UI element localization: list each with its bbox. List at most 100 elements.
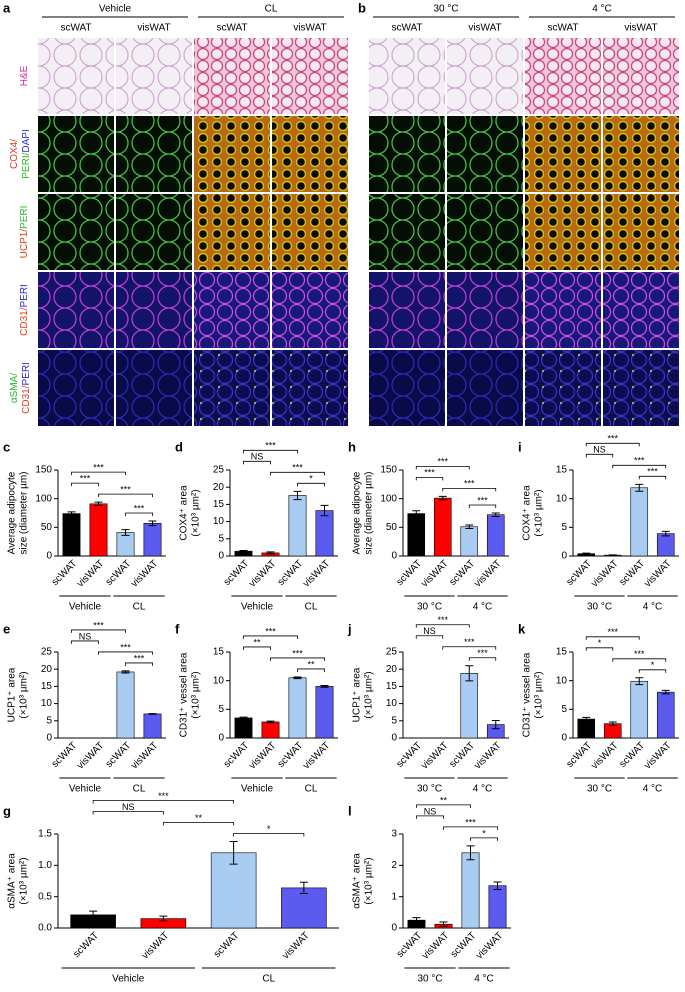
y-tick-label: 0 (391, 551, 397, 562)
y-tick-label: 0 (561, 551, 567, 562)
significance-bracket (468, 504, 497, 508)
micrograph (116, 38, 192, 114)
x-tick-label: scWAT (449, 930, 479, 960)
micrograph (447, 272, 523, 348)
significance-bracket (585, 647, 614, 651)
micrograph (116, 116, 192, 192)
y-axis-label: (×10³ µm²) (19, 857, 30, 904)
significance-label: *** (437, 457, 448, 467)
panel-letter: d (175, 439, 183, 454)
significance-bracket (243, 449, 298, 454)
group-label: CL (305, 602, 318, 613)
significance-label: NS (251, 452, 264, 462)
y-tick-label: 10 (386, 698, 398, 709)
significance-label: *** (134, 503, 145, 513)
significance-label: *** (634, 456, 645, 466)
significance-label: NS (424, 806, 437, 816)
error-bar (635, 483, 644, 492)
error-bar (661, 530, 670, 537)
panel-letter: i (518, 439, 522, 454)
micrograph (603, 194, 679, 270)
row-label: CD31/PERI (19, 284, 30, 336)
group-label: CL (133, 784, 146, 795)
column-label: visWAT (624, 23, 657, 34)
x-tick-label: visWAT (419, 558, 450, 589)
bar (630, 680, 649, 739)
significance-label: *** (477, 495, 488, 505)
panel-letter: e (3, 621, 10, 636)
bar (234, 717, 253, 739)
x-tick-label: scWAT (71, 930, 101, 960)
group-label: CL (305, 784, 318, 795)
x-tick-label: visWAT (301, 740, 332, 771)
bar (460, 526, 479, 557)
x-tick-label: scWAT (276, 740, 306, 770)
y-axis-label: UCP1⁺ area (7, 667, 18, 722)
group-label: CL (262, 974, 275, 985)
y-axis-label: UCP1⁺ area (352, 667, 363, 722)
significance-label: * (598, 638, 602, 648)
row-label-part: PERI (21, 362, 32, 385)
significance-bracket (585, 453, 614, 458)
bar (116, 532, 135, 557)
y-axis-label: Average adipocyte (7, 471, 18, 554)
row-label-part: PERI/ (21, 152, 32, 178)
error-bar (67, 511, 76, 516)
y-tick-label: 50 (386, 522, 398, 533)
micrograph (369, 194, 445, 270)
x-tick-label: visWAT (247, 558, 278, 589)
error-bar (412, 510, 421, 517)
y-axis-label: (×10³ µm²) (534, 489, 545, 536)
group-label: Vehicle (241, 602, 274, 613)
micrograph (38, 116, 114, 192)
significance-label: *** (120, 642, 131, 652)
x-tick-label: scWAT (50, 740, 80, 770)
micrograph (369, 116, 445, 192)
error-bar (121, 670, 130, 674)
micrograph (369, 350, 445, 426)
error-bar (293, 676, 302, 680)
error-bar (439, 921, 448, 927)
significance-bracket (71, 482, 99, 487)
micrograph (525, 272, 601, 348)
group-label: 30 °C (587, 602, 612, 613)
group-label: Vehicle (241, 784, 274, 795)
error-bar (94, 501, 103, 507)
row-label-part: UCP1/ (19, 229, 30, 259)
significance-label: *** (93, 462, 104, 472)
group-label: CL (133, 602, 146, 613)
micrograph (38, 38, 114, 114)
significance-label: *** (80, 473, 91, 483)
row-label-part: αSMA/ (9, 373, 20, 403)
micrograph (194, 116, 270, 192)
x-tick-label: visWAT (75, 558, 106, 589)
row-label: COX4/ (9, 139, 20, 169)
column-label: scWAT (391, 23, 422, 34)
x-tick-label: visWAT (129, 740, 160, 771)
micrograph (525, 38, 601, 114)
significance-bracket (243, 646, 271, 650)
significance-bracket (443, 826, 498, 830)
group-label: 30 °C (417, 784, 442, 795)
error-bar (635, 677, 644, 686)
error-bar (438, 495, 447, 501)
row-label-part: DAPI (21, 129, 32, 152)
x-tick-label: visWAT (589, 740, 620, 771)
x-tick-label: scWAT (50, 558, 80, 588)
micrograph (194, 272, 270, 348)
group-label: Vehicle (69, 602, 102, 613)
column-label: visWAT (468, 23, 501, 34)
y-tick-label: 20 (386, 664, 398, 675)
group-label: 30 °C (433, 4, 458, 15)
micrograph (447, 38, 523, 114)
bar (577, 718, 596, 739)
y-axis-label: COX4⁺ area (522, 485, 533, 541)
x-tick-label: visWAT (472, 558, 503, 589)
y-tick-label: 0 (561, 733, 567, 744)
group-label: Vehicle (99, 4, 132, 15)
significance-label: *** (265, 441, 276, 451)
bar (210, 852, 257, 929)
significance-bracket (442, 646, 497, 650)
micrograph (194, 38, 270, 114)
